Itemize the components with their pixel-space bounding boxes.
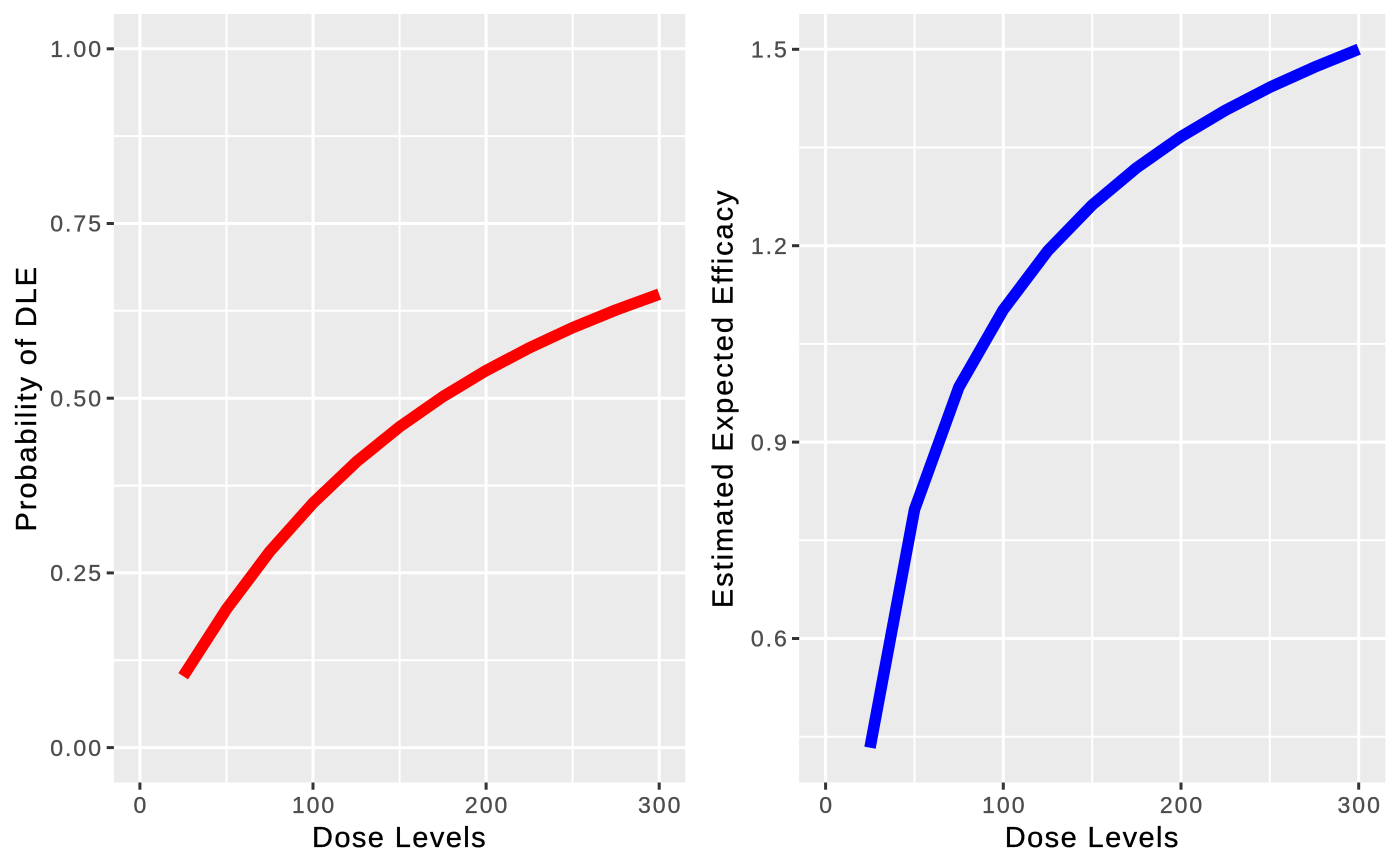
svg-text:200: 200 [1160,792,1204,818]
svg-text:0.75: 0.75 [50,211,103,237]
svg-text:Probability of DLE: Probability of DLE [11,265,43,531]
svg-text:100: 100 [982,792,1026,818]
svg-text:1.5: 1.5 [751,37,789,63]
svg-text:1.2: 1.2 [751,233,789,259]
svg-text:0.50: 0.50 [50,385,103,411]
svg-text:Dose Levels: Dose Levels [312,822,487,854]
svg-text:Estimated Expected Efficacy: Estimated Expected Efficacy [708,188,740,608]
svg-text:0.25: 0.25 [50,560,103,586]
svg-text:0.9: 0.9 [751,429,789,455]
svg-text:300: 300 [638,792,682,818]
svg-text:0: 0 [819,792,834,818]
svg-text:Dose Levels: Dose Levels [1005,822,1180,854]
svg-text:200: 200 [465,792,509,818]
svg-text:300: 300 [1338,792,1382,818]
svg-text:1.00: 1.00 [50,36,103,62]
svg-text:0.00: 0.00 [50,735,103,761]
svg-text:0: 0 [134,792,149,818]
svg-text:0.6: 0.6 [751,626,789,652]
svg-text:100: 100 [292,792,336,818]
